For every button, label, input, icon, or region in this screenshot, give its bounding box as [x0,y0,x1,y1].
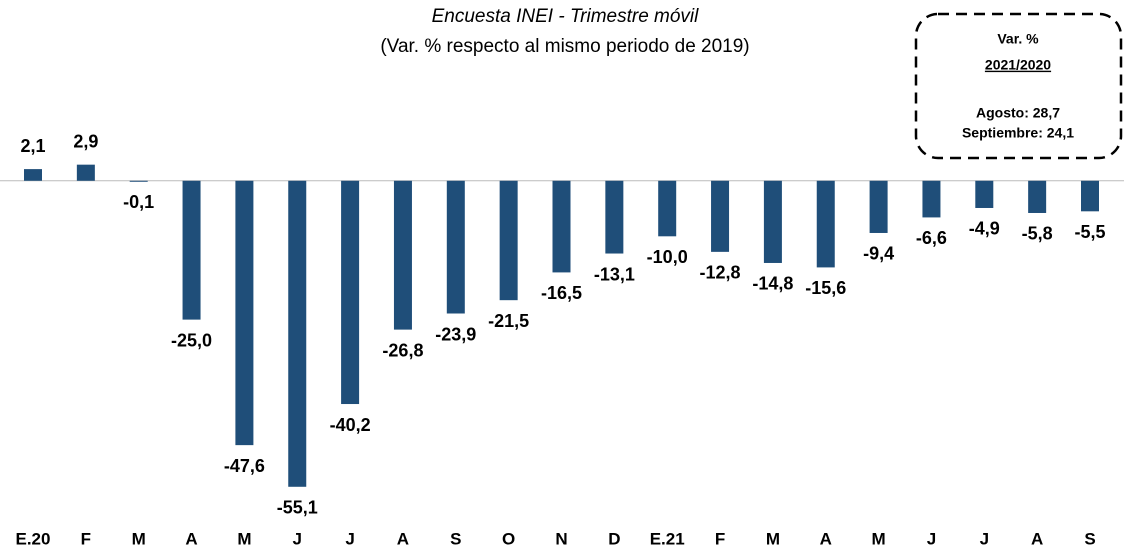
bar [446,180,465,314]
bar [763,180,782,263]
x-tick-label: A [1031,529,1043,548]
bar [711,180,730,252]
x-tick-label: J [345,529,354,548]
x-tick-label: N [555,529,567,548]
x-tick-label: D [608,529,620,548]
x-tick-label: F [715,529,725,548]
annotation-line: Septiembre: 24,1 [962,125,1074,141]
x-tick-label: E.20 [16,529,51,548]
x-tick-label: S [450,529,461,548]
x-tick-label: J [293,529,302,548]
bar [552,180,571,273]
bar [235,180,254,446]
bar [499,180,518,301]
x-tick-label: J [980,529,989,548]
data-label: -13,1 [594,264,635,284]
chart-title: Encuesta INEI - Trimestre móvil [432,6,700,27]
bar [76,164,95,181]
data-label: -0,1 [123,192,154,212]
data-label: -10,0 [647,247,688,267]
x-tick-label: M [132,529,146,548]
bar [975,180,994,208]
data-label: -21,5 [488,311,529,331]
data-label: -9,4 [863,244,894,264]
bar [1081,180,1099,212]
x-tick-label: E.21 [650,529,685,548]
bar [129,180,148,182]
data-label: -55,1 [277,498,318,518]
data-label: -15,6 [805,278,846,298]
bar [288,180,307,487]
data-label: -14,8 [752,274,793,294]
data-label: -5,5 [1074,222,1105,242]
x-tick-label: A [820,529,832,548]
bar [1028,180,1047,213]
bar [816,180,835,268]
data-label: -12,8 [700,263,741,283]
annotation-title: Var. % [997,31,1039,47]
data-label: -16,5 [541,283,582,303]
annotation-line: Agosto: 28,7 [976,105,1060,121]
bar [341,180,360,405]
x-tick-label: M [237,529,251,548]
bar [182,180,201,320]
bar [869,180,888,233]
x-tick-label: A [397,529,409,548]
data-label: -47,6 [224,456,265,476]
x-tick-label: M [872,529,886,548]
bar [658,180,677,237]
annotation-period: 2021/2020 [985,57,1051,73]
x-tick-label: F [81,529,91,548]
data-label: 2,1 [20,136,45,156]
data-label: -25,0 [171,330,212,350]
x-tick-label: A [185,529,197,548]
data-label: -4,9 [969,219,1000,239]
data-label: 2,9 [73,131,98,151]
data-label: -5,8 [1022,224,1053,244]
data-label: -40,2 [330,415,371,435]
data-label: -26,8 [382,340,423,360]
chart-subtitle: (Var. % respecto al mismo periodo de 201… [380,36,749,57]
data-label: -6,6 [916,228,947,248]
data-label: -23,9 [435,324,476,344]
annotation-box [914,12,1123,160]
bar [605,180,624,254]
x-tick-label: J [927,529,936,548]
bar [393,180,412,330]
bar [922,180,941,218]
bar [24,169,42,181]
x-tick-label: S [1084,529,1095,548]
x-tick-label: M [766,529,780,548]
x-tick-label: O [502,529,515,548]
